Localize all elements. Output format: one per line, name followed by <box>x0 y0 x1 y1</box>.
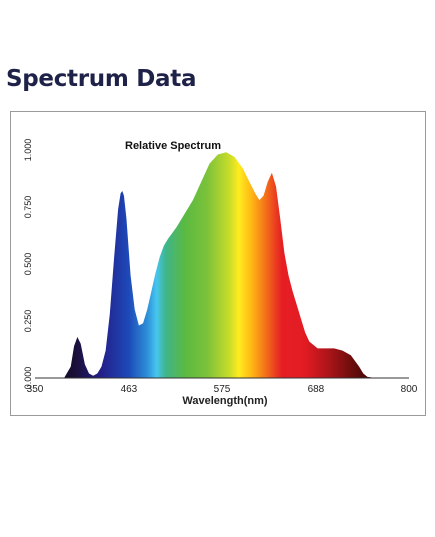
spectrum-area <box>35 152 409 378</box>
y-tick-label: 0.500 <box>23 253 33 276</box>
y-tick-label: 0.750 <box>23 196 33 219</box>
chart-title: Relative Spectrum <box>125 140 221 152</box>
x-tick-label: 575 <box>214 384 231 395</box>
x-tick-label: 688 <box>308 384 325 395</box>
spectrum-chart-svg: Relative Spectrum Wavelength(nm) 350 463 5… <box>23 139 418 407</box>
y-tick-label: 1.000 <box>23 139 33 162</box>
section-heading: Spectrum Data <box>6 66 197 92</box>
x-tick-label: 463 <box>121 384 138 395</box>
x-tick-labels: 350 463 575 688 800 <box>27 384 418 395</box>
y-tick-labels: 0.000 0.250 0.500 0.750 1.000 <box>23 139 33 390</box>
x-axis-title: Wavelength(nm) <box>182 395 267 407</box>
spectrum-chart: Relative Spectrum Wavelength(nm) 350 463 5… <box>10 111 426 416</box>
y-tick-label: 0.000 <box>23 367 33 390</box>
x-tick-label: 800 <box>401 384 418 395</box>
y-tick-label: 0.250 <box>23 310 33 333</box>
x-tick-label: 350 <box>27 384 44 395</box>
